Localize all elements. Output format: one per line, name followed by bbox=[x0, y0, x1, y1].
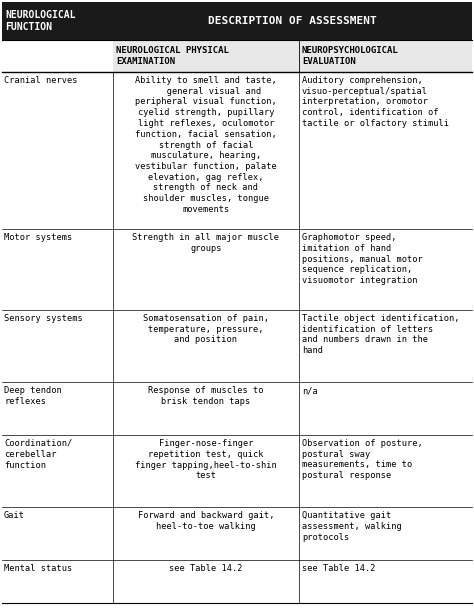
Text: Cranial nerves: Cranial nerves bbox=[4, 76, 78, 85]
Text: Response of muscles to
brisk tendon taps: Response of muscles to brisk tendon taps bbox=[148, 386, 264, 406]
Text: n/a: n/a bbox=[302, 386, 318, 395]
Text: Sensory systems: Sensory systems bbox=[4, 314, 83, 323]
Text: NEUROPSYCHOLOGICAL
EVALUATION: NEUROPSYCHOLOGICAL EVALUATION bbox=[302, 47, 399, 65]
Text: Forward and backward gait,
heel-to-toe walking: Forward and backward gait, heel-to-toe w… bbox=[138, 511, 274, 531]
Text: see Table 14.2: see Table 14.2 bbox=[302, 564, 375, 573]
Bar bbox=[2, 2, 472, 40]
Text: Strength in all major muscle
groups: Strength in all major muscle groups bbox=[133, 233, 280, 253]
Text: see Table 14.2: see Table 14.2 bbox=[169, 564, 243, 573]
Text: Auditory comprehension,
visuo-perceptual/spatial
interpretation, oromotor
contro: Auditory comprehension, visuo-perceptual… bbox=[302, 76, 449, 128]
Text: Tactile object identification,
identification of letters
and numbers drawn in th: Tactile object identification, identific… bbox=[302, 314, 459, 355]
Text: NEUROLOGICAL
FUNCTION: NEUROLOGICAL FUNCTION bbox=[5, 10, 75, 32]
Text: DESCRIPTION OF ASSESSMENT: DESCRIPTION OF ASSESSMENT bbox=[208, 16, 377, 26]
Text: NEUROLOGICAL PHYSICAL
EXAMINATION: NEUROLOGICAL PHYSICAL EXAMINATION bbox=[116, 47, 229, 65]
Text: Finger-nose-finger
repetition test, quick
finger tapping,heel-to-shin
test: Finger-nose-finger repetition test, quic… bbox=[135, 439, 277, 480]
Text: Deep tendon
reflexes: Deep tendon reflexes bbox=[4, 386, 62, 406]
Text: Mental status: Mental status bbox=[4, 564, 72, 573]
Text: Gait: Gait bbox=[4, 511, 25, 520]
Text: Coordination/
cerebellar
function: Coordination/ cerebellar function bbox=[4, 439, 72, 469]
Text: Graphomotor speed,
imitation of hand
positions, manual motor
sequence replicatio: Graphomotor speed, imitation of hand pos… bbox=[302, 233, 423, 285]
Text: Somatosensation of pain,
temperature, pressure,
and position: Somatosensation of pain, temperature, pr… bbox=[143, 314, 269, 345]
Bar bbox=[113, 40, 472, 72]
Text: Motor systems: Motor systems bbox=[4, 233, 72, 242]
Text: Quantitative gait
assessment, walking
protocols: Quantitative gait assessment, walking pr… bbox=[302, 511, 402, 542]
Text: Ability to smell and taste,
   general visual and
peripheral visual function,
cy: Ability to smell and taste, general visu… bbox=[135, 76, 277, 214]
Text: Observation of posture,
postural sway
measurements, time to
postural response: Observation of posture, postural sway me… bbox=[302, 439, 423, 480]
